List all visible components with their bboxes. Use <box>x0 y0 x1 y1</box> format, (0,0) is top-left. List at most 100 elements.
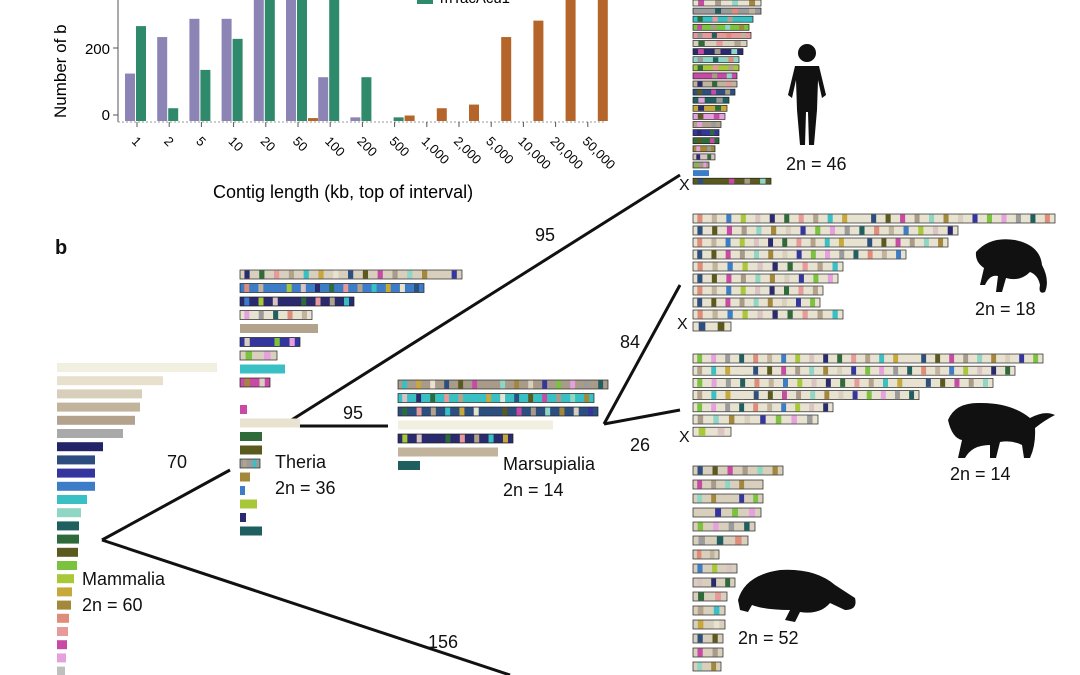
chromosome-band <box>697 366 703 375</box>
chromosome-band <box>734 41 741 46</box>
chromosome-band <box>972 214 978 223</box>
chromosome-band <box>711 494 717 503</box>
branch-length-marsupialia-devil: 26 <box>630 435 651 455</box>
chromosome-band <box>802 262 808 271</box>
chromosome-band <box>768 250 774 259</box>
chromosome-band <box>726 32 732 38</box>
chromosome-band <box>712 466 718 475</box>
x-tick-label: 2 <box>161 134 177 150</box>
chromosome-band <box>431 434 437 443</box>
chromosome-band <box>739 391 745 400</box>
chromosome-band <box>856 214 862 223</box>
chromosome-band <box>725 89 731 95</box>
node-mammalia-name: Mammalia <box>82 569 166 589</box>
chromosome <box>692 549 720 560</box>
chromosome-band <box>697 606 704 615</box>
chromosome-band <box>760 178 766 184</box>
chromosome <box>692 633 724 644</box>
chromosome-band <box>259 270 265 279</box>
chromosome <box>692 273 839 284</box>
chromosome-band <box>907 366 913 375</box>
chromosome-band <box>900 214 906 223</box>
chromosome-band <box>696 550 702 559</box>
chromosome-band <box>753 403 759 412</box>
chromosome <box>57 455 95 465</box>
chromosome-band <box>697 81 703 87</box>
chromosome-band <box>436 270 443 279</box>
chromosome-band <box>713 178 719 184</box>
chromosome-band <box>711 250 717 259</box>
chromosome-band <box>954 378 960 387</box>
chromosome-band <box>243 459 247 468</box>
chromosome-band <box>883 378 888 387</box>
chromosome-band <box>943 214 949 223</box>
chromosome <box>57 640 67 650</box>
chromosome <box>57 376 163 386</box>
chromosome-band <box>697 415 704 424</box>
chromosome <box>397 433 514 444</box>
chromosome-band <box>1001 214 1007 223</box>
chromosome-band <box>735 536 742 545</box>
chromosome-band <box>865 354 871 363</box>
chromosome-band <box>402 407 408 416</box>
chromosome-band <box>772 262 778 271</box>
chromosome-band <box>918 226 924 235</box>
chromosome-band <box>823 354 829 363</box>
contig-length-histogram: 0 200 Number of b Contig length (kb, top… <box>51 0 618 202</box>
chromosome-band <box>795 354 801 363</box>
bar-mtacacu1-200 <box>361 77 372 121</box>
chromosome <box>692 137 720 145</box>
human-count: 2n = 46 <box>786 154 847 174</box>
bar-mtacacu1-5 <box>200 69 211 121</box>
chromosome-band <box>812 286 818 295</box>
chromosome-band <box>823 403 829 412</box>
chromosome <box>240 513 246 522</box>
chromosome-band <box>556 394 562 402</box>
chromosome-band <box>947 226 953 235</box>
chromosome-band <box>473 407 479 416</box>
chromosome-band <box>272 284 278 292</box>
chromosome-band <box>753 366 759 375</box>
chromosome-band <box>925 378 931 387</box>
chromosome-band <box>486 380 492 389</box>
chromosome-band <box>273 311 279 319</box>
chromosome-band <box>725 494 731 503</box>
chromosome <box>692 426 732 437</box>
chromosome-band <box>983 378 988 387</box>
chromosome-band <box>713 522 719 531</box>
chromosome-band <box>500 380 506 389</box>
chromosome-band <box>949 366 955 375</box>
chromosome-band <box>244 338 250 346</box>
chromosome-band <box>514 394 520 402</box>
chromosome-band <box>711 298 717 307</box>
chromosome-band <box>289 338 295 346</box>
chromosome-band <box>725 391 731 400</box>
chromosome-band <box>416 380 422 389</box>
chromosome-band <box>796 238 802 247</box>
bar-orange-assembly-5000 <box>501 37 512 121</box>
chromosome-band <box>859 226 865 235</box>
chromosome-band <box>977 354 983 363</box>
opossum-count: 2n = 18 <box>975 299 1036 319</box>
chromosome-band <box>697 494 703 503</box>
chromosome-band <box>781 298 787 307</box>
chromosome-band <box>698 536 705 545</box>
chromosome-band <box>742 466 748 475</box>
chromosome <box>240 472 250 482</box>
chromosome-band <box>725 366 731 375</box>
chromosome-band <box>725 24 731 30</box>
chromosome-band <box>844 226 850 235</box>
chromosome <box>692 15 754 23</box>
chromosome-band <box>888 226 894 235</box>
chromosome-band <box>768 238 774 247</box>
node-theria-name: Theria <box>275 452 327 472</box>
chromosome-band <box>1030 214 1036 223</box>
chromosome-band <box>697 113 704 119</box>
bar-orange-assembly-50 <box>308 118 318 121</box>
chromosome <box>57 429 123 438</box>
chromosome-band <box>739 24 745 30</box>
chromosome-band <box>274 338 280 346</box>
chromosome-band <box>301 297 307 306</box>
karyotypes <box>57 0 1056 675</box>
chromosome-band <box>697 403 703 412</box>
